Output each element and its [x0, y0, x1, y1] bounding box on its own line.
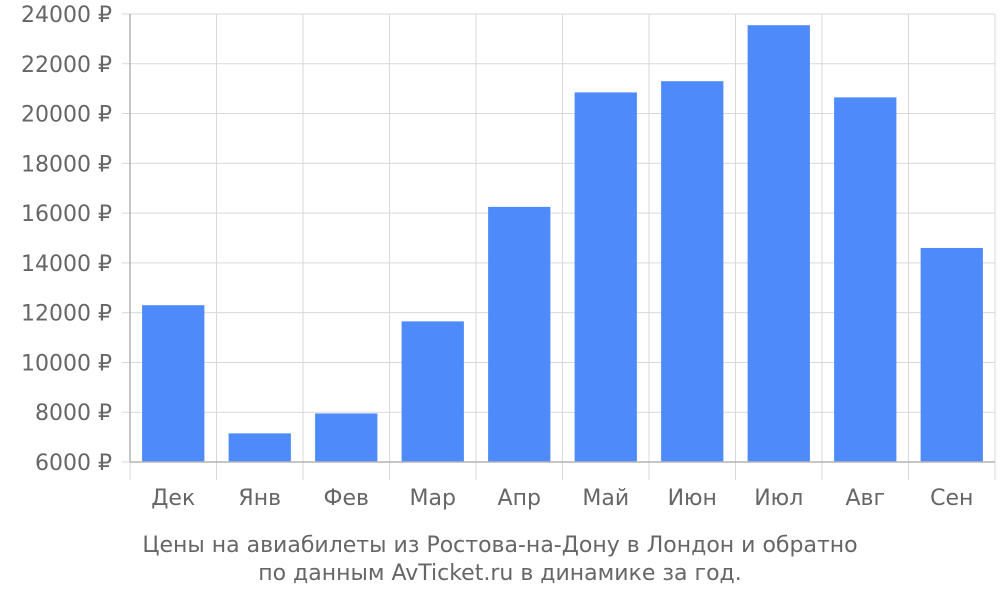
x-tick-label: Июн: [668, 486, 717, 511]
y-tick-label: 14000 ₽: [21, 252, 112, 277]
x-tick-label: Янв: [238, 486, 281, 511]
bars: [142, 25, 983, 463]
caption-line-1: Цены на авиабилеты из Ростова-на-Дону в …: [142, 533, 858, 558]
x-tick-label: Сен: [930, 486, 973, 511]
bar-2: [315, 413, 378, 462]
bar-0: [142, 305, 205, 462]
y-tick-label: 12000 ₽: [21, 302, 112, 327]
x-tick-label: Авг: [845, 486, 885, 511]
y-tick-label: 20000 ₽: [21, 103, 112, 128]
bar-3: [401, 321, 464, 462]
y-tick-label: 18000 ₽: [21, 152, 112, 177]
y-tick-label: 6000 ₽: [35, 451, 112, 476]
x-tick-label: Дек: [151, 486, 195, 511]
bar-8: [834, 97, 897, 462]
axes: [129, 14, 995, 463]
bar-7: [747, 25, 810, 462]
gridlines: [122, 13, 996, 480]
x-tick-label: Май: [582, 486, 629, 511]
caption-line-2: по данным AvTicket.ru в динамике за год.: [258, 561, 742, 586]
y-tick-label: 8000 ₽: [35, 401, 112, 426]
bar-5: [574, 92, 637, 463]
x-tick-label: Фев: [324, 486, 369, 511]
bar-6: [661, 81, 724, 462]
x-tick-label: Апр: [498, 486, 541, 511]
x-tick-labels: Дек Янв Фев Мар Апр Май Июн Июл Авг Сен: [151, 486, 973, 511]
y-tick-label: 24000 ₽: [21, 3, 112, 28]
bar-chart: 6000 ₽ 8000 ₽ 10000 ₽ 12000 ₽ 14000 ₽ 16000 ₽…: [21, 3, 996, 511]
y-tick-label: 16000 ₽: [21, 202, 112, 227]
x-tick-label: Мар: [410, 486, 456, 511]
bar-9: [920, 247, 983, 462]
bar-1: [228, 433, 291, 462]
x-tick-label: Июл: [754, 486, 803, 511]
y-tick-label: 22000 ₽: [21, 53, 112, 78]
chart-caption: Цены на авиабилеты из Ростова-на-Дону в …: [0, 532, 1000, 588]
bar-4: [488, 206, 551, 462]
y-tick-labels: 6000 ₽ 8000 ₽ 10000 ₽ 12000 ₽ 14000 ₽ 16000 ₽…: [21, 3, 112, 476]
y-tick-label: 10000 ₽: [21, 351, 112, 376]
